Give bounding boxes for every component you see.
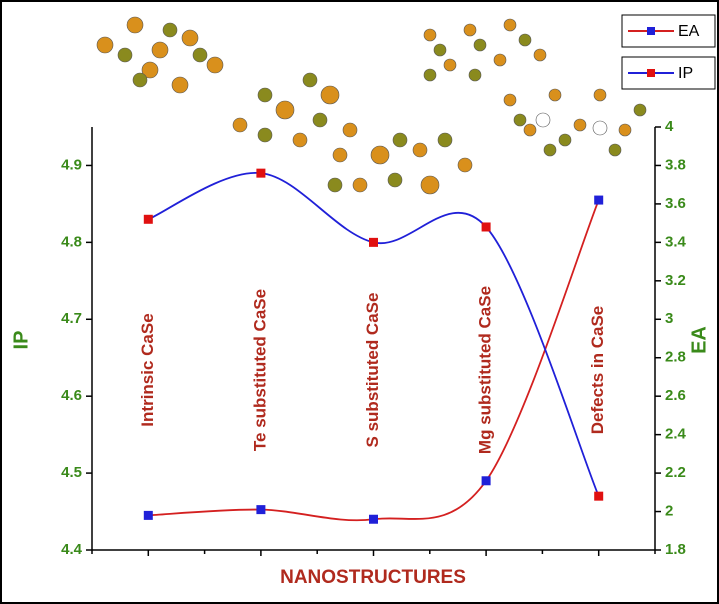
category-label: Defects in CaSe xyxy=(588,306,607,435)
y-tick-label: 4.4 xyxy=(61,541,83,558)
legend-marker xyxy=(647,69,655,77)
y2-tick-label: 2.8 xyxy=(665,349,686,366)
y2-tick-label: 3.8 xyxy=(665,156,686,173)
y2-tick-label: 2.2 xyxy=(665,464,686,481)
y2-tick-label: 2 xyxy=(665,503,673,520)
y2-tick-label: 3.4 xyxy=(665,233,687,250)
x-axis-title: NANOSTRUCTURES xyxy=(280,567,466,588)
chart: IP EA NANOSTRUCTURES 4.4 4.5 4.6 4.7 4.8 4.9 1… xyxy=(0,0,719,604)
data-point xyxy=(594,196,603,205)
y2-tick-label: 2.4 xyxy=(665,426,687,443)
y-tick-label: 4.5 xyxy=(61,464,82,481)
y-tick-label: 4.7 xyxy=(61,310,82,327)
y2-tick-label: 3.6 xyxy=(665,195,686,212)
category-label: Intrinsic CaSe xyxy=(138,313,157,426)
y-axis-title: IP xyxy=(10,331,32,350)
y2-tick-label: 3.2 xyxy=(665,272,686,289)
y-tick-label: 4.9 xyxy=(61,156,82,173)
data-point xyxy=(482,476,491,485)
y2-tick-label: 1.8 xyxy=(665,541,686,558)
y2-tick-label: 4 xyxy=(665,118,674,135)
y2-tick-label: 2.6 xyxy=(665,387,686,404)
data-point xyxy=(369,515,378,524)
data-point xyxy=(594,492,603,501)
y-tick-label: 4.6 xyxy=(61,387,82,404)
y2-tick-label: 3 xyxy=(665,310,673,327)
category-label: S substituted CaSe xyxy=(363,293,382,448)
data-point xyxy=(256,169,265,178)
y-tick-label: 4.8 xyxy=(61,233,82,250)
data-point xyxy=(482,222,491,231)
legend-marker xyxy=(647,27,655,35)
category-label: Te substituted CaSe xyxy=(250,289,269,451)
legend-label: EA xyxy=(678,23,700,40)
data-point xyxy=(369,238,378,247)
frame xyxy=(1,1,718,603)
data-point xyxy=(144,511,153,520)
legend-label: IP xyxy=(678,65,693,82)
category-label: Mg substituted CaSe xyxy=(476,286,495,454)
data-point xyxy=(256,505,265,514)
y2-axis-title: EA xyxy=(688,326,710,354)
data-point xyxy=(144,215,153,224)
